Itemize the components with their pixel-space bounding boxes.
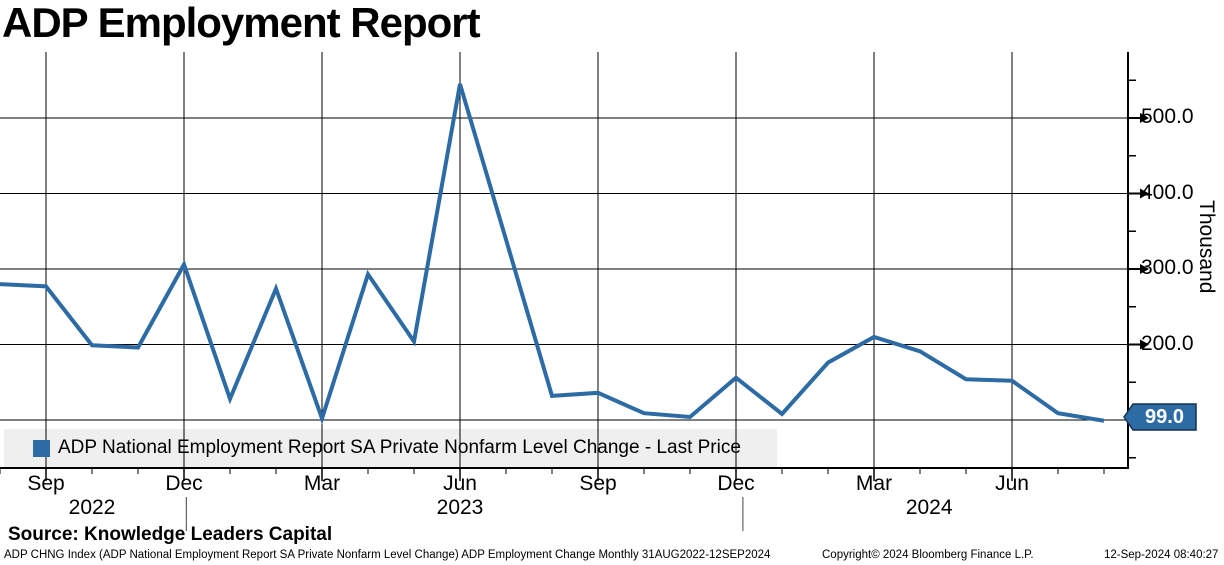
x-tick-label: Jun: [995, 472, 1029, 495]
legend-label: ADP National Employment Report SA Privat…: [58, 437, 741, 458]
y-tick-arrow-icon: [1140, 339, 1149, 350]
y-tick-arrow-icon: [1140, 113, 1149, 123]
x-year-label: 2023: [436, 496, 484, 519]
x-tick-label: Mar: [303, 472, 341, 495]
footer-copyright: Copyright© 2024 Bloomberg Finance L.P.: [822, 549, 1034, 561]
x-tick-label: Sep: [579, 472, 617, 495]
y-axis-unit-label: Thousand: [1195, 200, 1218, 294]
x-tick-label: Dec: [165, 472, 203, 495]
series-line[interactable]: [0, 83, 1105, 425]
last-price-badge: 99.0: [1145, 406, 1184, 428]
x-tick-label: Mar: [855, 472, 893, 495]
y-tick-label: 400.0: [1141, 180, 1194, 204]
x-tick-label: Dec: [717, 472, 755, 495]
legend-item[interactable]: ADP National Employment Report SA Privat…: [4, 429, 777, 467]
x-year-label: 2024: [905, 496, 953, 519]
x-tick-label: Sep: [27, 472, 65, 495]
x-tick-label: Jun: [443, 472, 477, 495]
y-tick-label: 200.0: [1141, 331, 1194, 355]
y-tick-label: 500.0: [1141, 105, 1194, 128]
y-tick-label: 300.0: [1141, 256, 1194, 279]
legend-background: [4, 429, 777, 467]
y-tick-arrow-icon: [1140, 264, 1149, 274]
footer-ticker-description: ADP CHNG Index (ADP National Employment …: [4, 549, 771, 561]
x-year-label: 2022: [68, 496, 116, 519]
last-price-pointer: [1123, 403, 1197, 431]
footer-timestamp: 12-Sep-2024 08:40:27: [1104, 549, 1219, 561]
series-swatch-icon: [33, 439, 50, 457]
y-tick-arrow-icon: [1140, 188, 1149, 199]
source-line: Source: Knowledge Leaders Capital: [8, 524, 333, 545]
page-title: ADP Employment Report: [2, 0, 481, 46]
